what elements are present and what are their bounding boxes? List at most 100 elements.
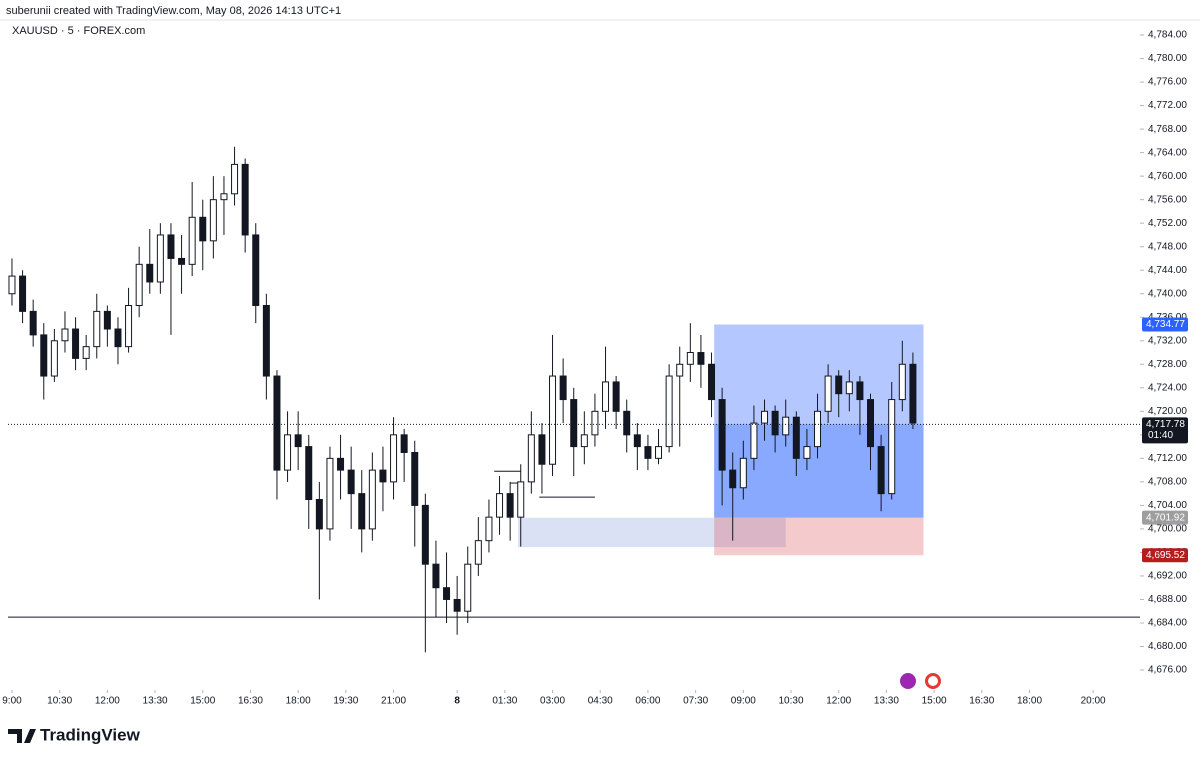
candle-body xyxy=(19,275,27,312)
x-tick-label: 18:00 xyxy=(286,696,311,707)
target-tag xyxy=(1142,317,1188,332)
candle-body xyxy=(135,263,143,306)
stop-tag xyxy=(1142,548,1188,563)
icon xyxy=(900,673,916,689)
y-tick-label: 4,780.00 xyxy=(1148,53,1187,64)
candle-body xyxy=(220,193,228,201)
price-tag-label: 4,717.78 xyxy=(1146,419,1185,430)
candle-body xyxy=(411,451,419,506)
y-tick-label: 4,768.00 xyxy=(1148,124,1187,135)
x-tick-label: 04:30 xyxy=(588,696,613,707)
y-tick-label: 4,756.00 xyxy=(1148,194,1187,205)
candle-body xyxy=(379,469,387,483)
candle-body xyxy=(231,163,239,195)
candle-body xyxy=(506,493,514,518)
entry-tag-label: 4,701.92 xyxy=(1146,512,1185,523)
candle-body xyxy=(82,346,90,359)
x-tick-label: 16:30 xyxy=(238,696,263,707)
candle-body xyxy=(877,446,885,495)
x-tick-label: 15:00 xyxy=(190,696,215,707)
candle-body xyxy=(125,304,133,348)
candle-body xyxy=(633,434,641,448)
plot: 4,676.00 4,680.00 4,684.00 4,688.00 4,692.00… xyxy=(2,30,1188,707)
candle-body xyxy=(337,457,345,471)
candle-body xyxy=(708,363,716,401)
y-tick-label: 4,744.00 xyxy=(1148,265,1187,276)
candle-body xyxy=(824,375,832,412)
candle-body xyxy=(474,540,482,565)
candle-body xyxy=(241,163,249,236)
candle-body xyxy=(326,457,334,530)
y-tick-label: 4,784.00 xyxy=(1148,30,1187,41)
candle-body xyxy=(814,410,822,448)
candle-body xyxy=(761,410,769,424)
entry-tag xyxy=(1142,510,1188,525)
candle-body xyxy=(40,334,48,377)
y-tick-label: 4,728.00 xyxy=(1148,359,1187,370)
y-tick-label: 4,700.00 xyxy=(1148,524,1187,535)
fvg-zone xyxy=(518,517,786,548)
candle-body xyxy=(888,399,896,495)
logo-mark xyxy=(8,729,36,743)
candle-body xyxy=(580,434,588,448)
candle-body xyxy=(72,328,80,359)
logo: TradingView xyxy=(8,725,141,744)
candle-body xyxy=(898,363,906,401)
candle-body xyxy=(665,375,673,448)
symbol: XAUUSD · 5 · FOREX.com xyxy=(12,25,145,37)
y-tick-label: 4,724.00 xyxy=(1148,382,1187,393)
candle-body xyxy=(368,469,376,530)
x-tick-label: 8 xyxy=(454,696,460,707)
candle-body xyxy=(612,381,620,412)
candle-body xyxy=(8,275,16,295)
candle-body xyxy=(103,310,111,330)
candle-body xyxy=(496,493,504,518)
x-tick-label: 12:00 xyxy=(95,696,120,707)
candle-body xyxy=(390,434,398,483)
header: suberunii created with TradingView.com, … xyxy=(6,5,341,17)
x-tick-label: 20:00 xyxy=(1081,696,1106,707)
y-tick-label: 4,692.00 xyxy=(1148,571,1187,582)
y-tick-label: 4,740.00 xyxy=(1148,288,1187,299)
y-tick-label: 4,704.00 xyxy=(1148,500,1187,511)
y-tick-label: 4,688.00 xyxy=(1148,594,1187,605)
candle-body xyxy=(29,310,37,336)
candle-body xyxy=(50,340,58,377)
x-tick-label: 07:30 xyxy=(683,696,708,707)
candle-body xyxy=(61,328,69,342)
candle-body xyxy=(739,457,747,489)
candle-body xyxy=(538,434,546,465)
candle-body xyxy=(432,563,440,589)
y-tick-label: 4,776.00 xyxy=(1148,77,1187,88)
candle-body xyxy=(644,446,652,459)
candle-body xyxy=(252,234,260,306)
candle-body xyxy=(284,434,292,471)
price-tag xyxy=(1142,417,1188,444)
candle-body xyxy=(209,199,217,242)
candle-body xyxy=(156,234,164,283)
x-tick-label: 16:30 xyxy=(969,696,994,707)
icon xyxy=(928,676,938,686)
candle-body xyxy=(262,304,270,377)
countdown: 01:40 xyxy=(1148,430,1173,441)
candle-body xyxy=(347,469,355,495)
candle-body xyxy=(464,563,472,612)
candle-body xyxy=(178,257,186,265)
x-tick-label: 03:00 xyxy=(540,696,565,707)
x-tick-label: 09:00 xyxy=(731,696,756,707)
x-tick-label: 9:00 xyxy=(2,696,22,707)
candle-body xyxy=(421,504,429,565)
y-tick-label: 4,708.00 xyxy=(1148,477,1187,488)
candle-body xyxy=(782,416,790,436)
candle-body xyxy=(146,263,154,283)
candle-body xyxy=(570,399,578,448)
y-tick-label: 4,720.00 xyxy=(1148,406,1187,417)
y-tick-label: 4,760.00 xyxy=(1148,171,1187,182)
y-tick-label: 4,684.00 xyxy=(1148,618,1187,629)
y-tick-label: 4,712.00 xyxy=(1148,453,1187,464)
candle-body xyxy=(199,216,207,242)
candle-body xyxy=(856,381,864,401)
y-tick-label: 4,752.00 xyxy=(1148,218,1187,229)
candle-body xyxy=(655,446,663,459)
